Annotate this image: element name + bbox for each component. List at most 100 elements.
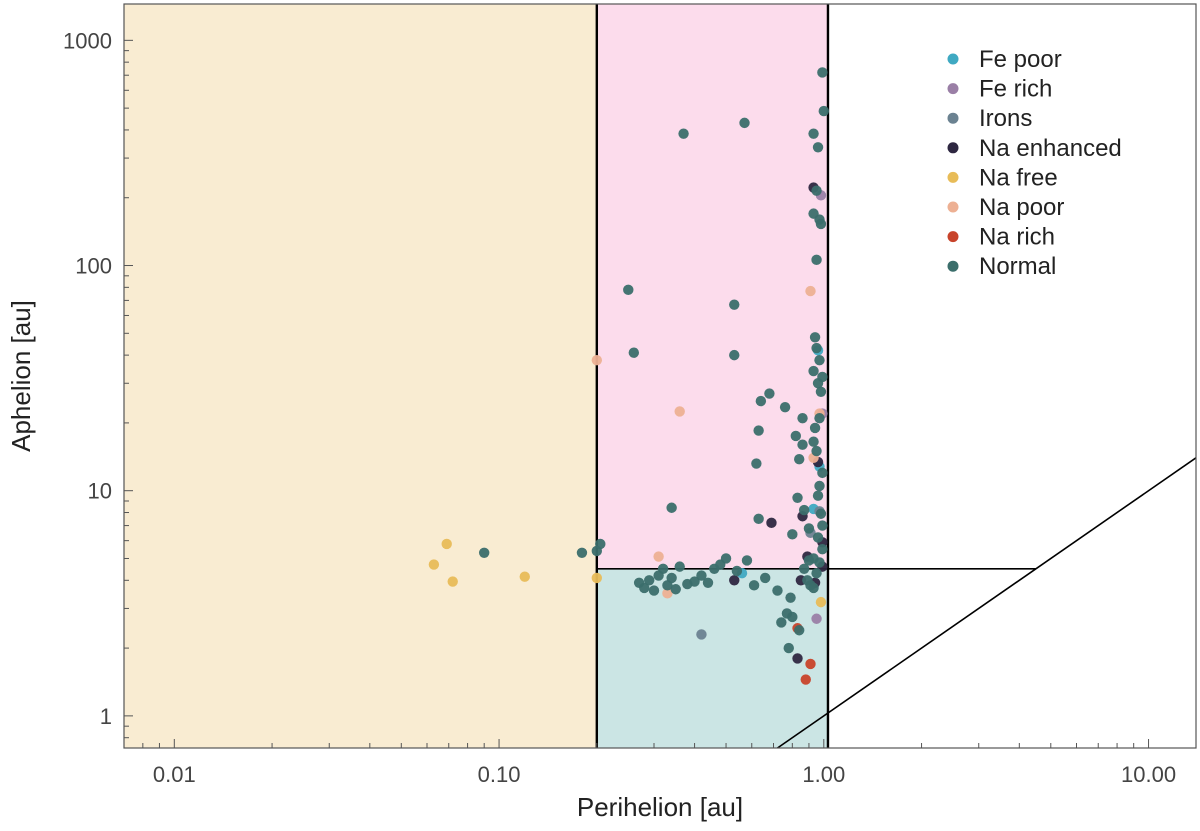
point-normal <box>815 508 827 519</box>
point-normal <box>817 67 828 78</box>
region-fills <box>124 4 828 748</box>
point-irons <box>696 629 707 640</box>
legend-marker-na-free <box>947 171 959 183</box>
point-normal <box>811 185 822 196</box>
point-normal <box>803 555 815 566</box>
point-normal <box>623 284 634 296</box>
point-normal <box>720 553 732 564</box>
point-normal <box>648 585 660 596</box>
point-normal <box>759 572 771 584</box>
point-normal <box>729 349 740 361</box>
point-normal <box>798 563 810 574</box>
point-normal <box>753 425 764 436</box>
point-fe-rich <box>811 613 822 624</box>
point-normal <box>741 555 753 566</box>
point-normal <box>817 543 828 555</box>
point-normal <box>817 467 828 479</box>
point-normal <box>797 412 808 424</box>
legend-marker-na-rich <box>947 231 959 243</box>
point-normal <box>595 538 606 550</box>
region-sunskirting <box>124 4 597 748</box>
point-normal <box>628 347 640 358</box>
point-na-free <box>428 559 440 570</box>
point-normal <box>815 386 827 397</box>
point-normal <box>702 577 714 588</box>
point-normal <box>779 401 791 413</box>
plot-frame <box>123 3 1197 749</box>
point-normal <box>755 395 767 407</box>
point-normal <box>689 576 700 587</box>
point-normal <box>478 547 490 558</box>
point-na-enhanced <box>766 517 777 529</box>
legend-label-na-free: Na free <box>979 164 1058 191</box>
point-normal <box>814 412 825 424</box>
point-normal <box>731 565 743 577</box>
point-normal <box>748 580 760 591</box>
line-q-equals-Q-line <box>777 457 1197 749</box>
point-normal <box>772 585 783 596</box>
point-normal <box>811 568 822 579</box>
point-normal <box>666 572 677 584</box>
point-normal <box>803 523 815 534</box>
point-normal <box>644 575 655 586</box>
point-normal <box>809 422 821 434</box>
point-normal <box>814 354 825 366</box>
legend-label-na-enhanced: Na enhanced <box>979 135 1122 162</box>
point-normal <box>812 378 824 389</box>
point-normal <box>783 642 794 654</box>
point-na-free <box>815 596 827 608</box>
legend-label-fe-poor: Fe poor <box>979 46 1062 73</box>
point-na-poor <box>805 285 816 297</box>
legend-label-normal: Normal <box>979 253 1056 280</box>
point-normal <box>696 570 707 581</box>
point-normal <box>817 520 828 531</box>
y-axis-label: Aphelion [au] <box>6 300 36 452</box>
point-na-free <box>519 571 530 582</box>
data-points <box>428 67 829 685</box>
point-na-free <box>441 538 452 550</box>
point-na-poor <box>662 588 673 599</box>
point-normal <box>729 299 740 310</box>
point-normal <box>753 513 764 525</box>
point-normal <box>666 502 677 513</box>
point-normal <box>678 128 689 139</box>
legend-marker-normal <box>947 260 959 272</box>
x-axis: 0.01 0.10 1.00 10.00 <box>123 739 1176 787</box>
region-halley-type-long-period <box>596 4 828 569</box>
point-na-free <box>591 572 603 584</box>
point-normal <box>812 490 824 501</box>
point-normal <box>639 582 650 594</box>
point-na-poor <box>653 551 664 562</box>
point-normal <box>811 254 822 266</box>
point-normal <box>811 445 822 457</box>
point-normal <box>794 453 805 465</box>
point-normal <box>785 592 796 603</box>
point-normal <box>808 128 819 139</box>
point-na-rich <box>805 658 816 670</box>
legend-label-fe-rich: Fe rich <box>979 76 1052 103</box>
point-normal <box>812 142 824 153</box>
point-normal <box>787 611 798 623</box>
y-tick-label: 1000 <box>63 28 112 53</box>
point-normal <box>808 365 819 377</box>
x-tick-label: 1.00 <box>802 762 845 787</box>
point-normal <box>814 557 825 568</box>
point-normal <box>792 492 803 503</box>
point-normal <box>790 430 802 442</box>
y-tick-label: 100 <box>75 254 112 279</box>
point-normal <box>776 617 787 628</box>
point-na-rich <box>800 674 811 685</box>
point-normal <box>808 436 819 447</box>
point-normal <box>576 547 588 558</box>
y-tick-label: 1 <box>100 704 112 729</box>
point-normal <box>764 388 775 399</box>
legend-label-irons: Irons <box>979 105 1032 132</box>
legend-marker-na-enhanced <box>947 142 959 154</box>
legend-marker-irons <box>947 112 959 124</box>
point-normal <box>751 458 762 469</box>
point-normal <box>814 480 825 492</box>
point-normal <box>812 532 824 543</box>
point-normal <box>809 332 821 343</box>
point-normal <box>657 563 669 574</box>
